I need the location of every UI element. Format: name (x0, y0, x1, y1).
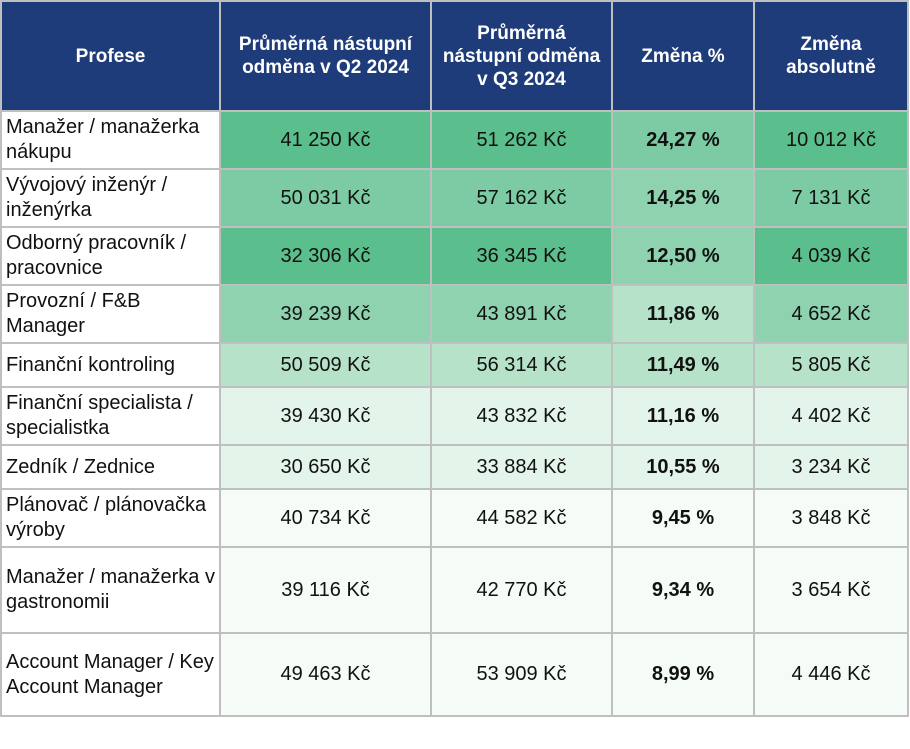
table-row: Finanční specialista / specialistka 39 4… (0, 386, 909, 446)
cell-change-percent: 11,49 % (611, 342, 755, 388)
cell-profession: Vývojový inženýr / inženýrka (0, 168, 221, 228)
cell-q3-salary: 43 891 Kč (430, 284, 613, 344)
cell-q3-salary: 44 582 Kč (430, 488, 613, 548)
cell-profession: Account Manager / Key Account Manager (0, 632, 221, 717)
cell-change-absolute: 5 805 Kč (753, 342, 909, 388)
header-q2-salary: Průměrná nástupní odměna v Q2 2024 (219, 0, 432, 112)
cell-q3-salary: 56 314 Kč (430, 342, 613, 388)
cell-q3-salary: 42 770 Kč (430, 546, 613, 634)
cell-q2-salary: 32 306 Kč (219, 226, 432, 286)
header-q3-salary: Průměrná nástupní odměna v Q3 2024 (430, 0, 613, 112)
cell-profession: Finanční specialista / specialistka (0, 386, 221, 446)
cell-change-absolute: 4 039 Kč (753, 226, 909, 286)
cell-q2-salary: 41 250 Kč (219, 110, 432, 170)
cell-q2-salary: 39 116 Kč (219, 546, 432, 634)
table-row: Manažer / manažerka v gastronomii 39 116… (0, 546, 909, 634)
table-row: Manažer / manažerka nákupu 41 250 Kč 51 … (0, 110, 909, 170)
header-change-absolute: Změna absolutně (753, 0, 909, 112)
cell-q2-salary: 40 734 Kč (219, 488, 432, 548)
cell-change-absolute: 3 848 Kč (753, 488, 909, 548)
cell-profession: Provozní / F&B Manager (0, 284, 221, 344)
cell-change-percent: 24,27 % (611, 110, 755, 170)
table-row: Vývojový inženýr / inženýrka 50 031 Kč 5… (0, 168, 909, 228)
table-row: Odborný pracovník / pracovnice 32 306 Kč… (0, 226, 909, 286)
cell-q2-salary: 30 650 Kč (219, 444, 432, 490)
cell-q3-salary: 33 884 Kč (430, 444, 613, 490)
cell-profession: Zedník / Zednice (0, 444, 221, 490)
cell-q2-salary: 50 509 Kč (219, 342, 432, 388)
cell-profession: Plánovač / plánovačka výroby (0, 488, 221, 548)
header-change-percent: Změna % (611, 0, 755, 112)
cell-q3-salary: 53 909 Kč (430, 632, 613, 717)
cell-q2-salary: 50 031 Kč (219, 168, 432, 228)
cell-change-percent: 10,55 % (611, 444, 755, 490)
cell-change-percent: 14,25 % (611, 168, 755, 228)
cell-q3-salary: 51 262 Kč (430, 110, 613, 170)
cell-q2-salary: 39 430 Kč (219, 386, 432, 446)
cell-q2-salary: 39 239 Kč (219, 284, 432, 344)
cell-change-absolute: 10 012 Kč (753, 110, 909, 170)
cell-change-absolute: 4 446 Kč (753, 632, 909, 717)
header-row: Profese Průměrná nástupní odměna v Q2 20… (0, 0, 909, 112)
salary-change-table: Profese Průměrná nástupní odměna v Q2 20… (0, 0, 909, 717)
cell-change-percent: 12,50 % (611, 226, 755, 286)
cell-profession: Finanční kontroling (0, 342, 221, 388)
cell-q3-salary: 57 162 Kč (430, 168, 613, 228)
cell-change-percent: 11,86 % (611, 284, 755, 344)
cell-profession: Odborný pracovník / pracovnice (0, 226, 221, 286)
table-row: Account Manager / Key Account Manager 49… (0, 632, 909, 717)
table-row: Zedník / Zednice 30 650 Kč 33 884 Kč 10,… (0, 444, 909, 490)
cell-change-percent: 11,16 % (611, 386, 755, 446)
cell-q3-salary: 36 345 Kč (430, 226, 613, 286)
cell-change-absolute: 3 234 Kč (753, 444, 909, 490)
cell-profession: Manažer / manažerka nákupu (0, 110, 221, 170)
cell-change-percent: 9,45 % (611, 488, 755, 548)
cell-profession: Manažer / manažerka v gastronomii (0, 546, 221, 634)
cell-q3-salary: 43 832 Kč (430, 386, 613, 446)
cell-change-absolute: 3 654 Kč (753, 546, 909, 634)
cell-change-absolute: 7 131 Kč (753, 168, 909, 228)
table-row: Provozní / F&B Manager 39 239 Kč 43 891 … (0, 284, 909, 344)
table-row: Plánovač / plánovačka výroby 40 734 Kč 4… (0, 488, 909, 548)
header-profession: Profese (0, 0, 221, 112)
cell-change-absolute: 4 652 Kč (753, 284, 909, 344)
cell-q2-salary: 49 463 Kč (219, 632, 432, 717)
cell-change-percent: 9,34 % (611, 546, 755, 634)
cell-change-percent: 8,99 % (611, 632, 755, 717)
table-row: Finanční kontroling 50 509 Kč 56 314 Kč … (0, 342, 909, 388)
cell-change-absolute: 4 402 Kč (753, 386, 909, 446)
